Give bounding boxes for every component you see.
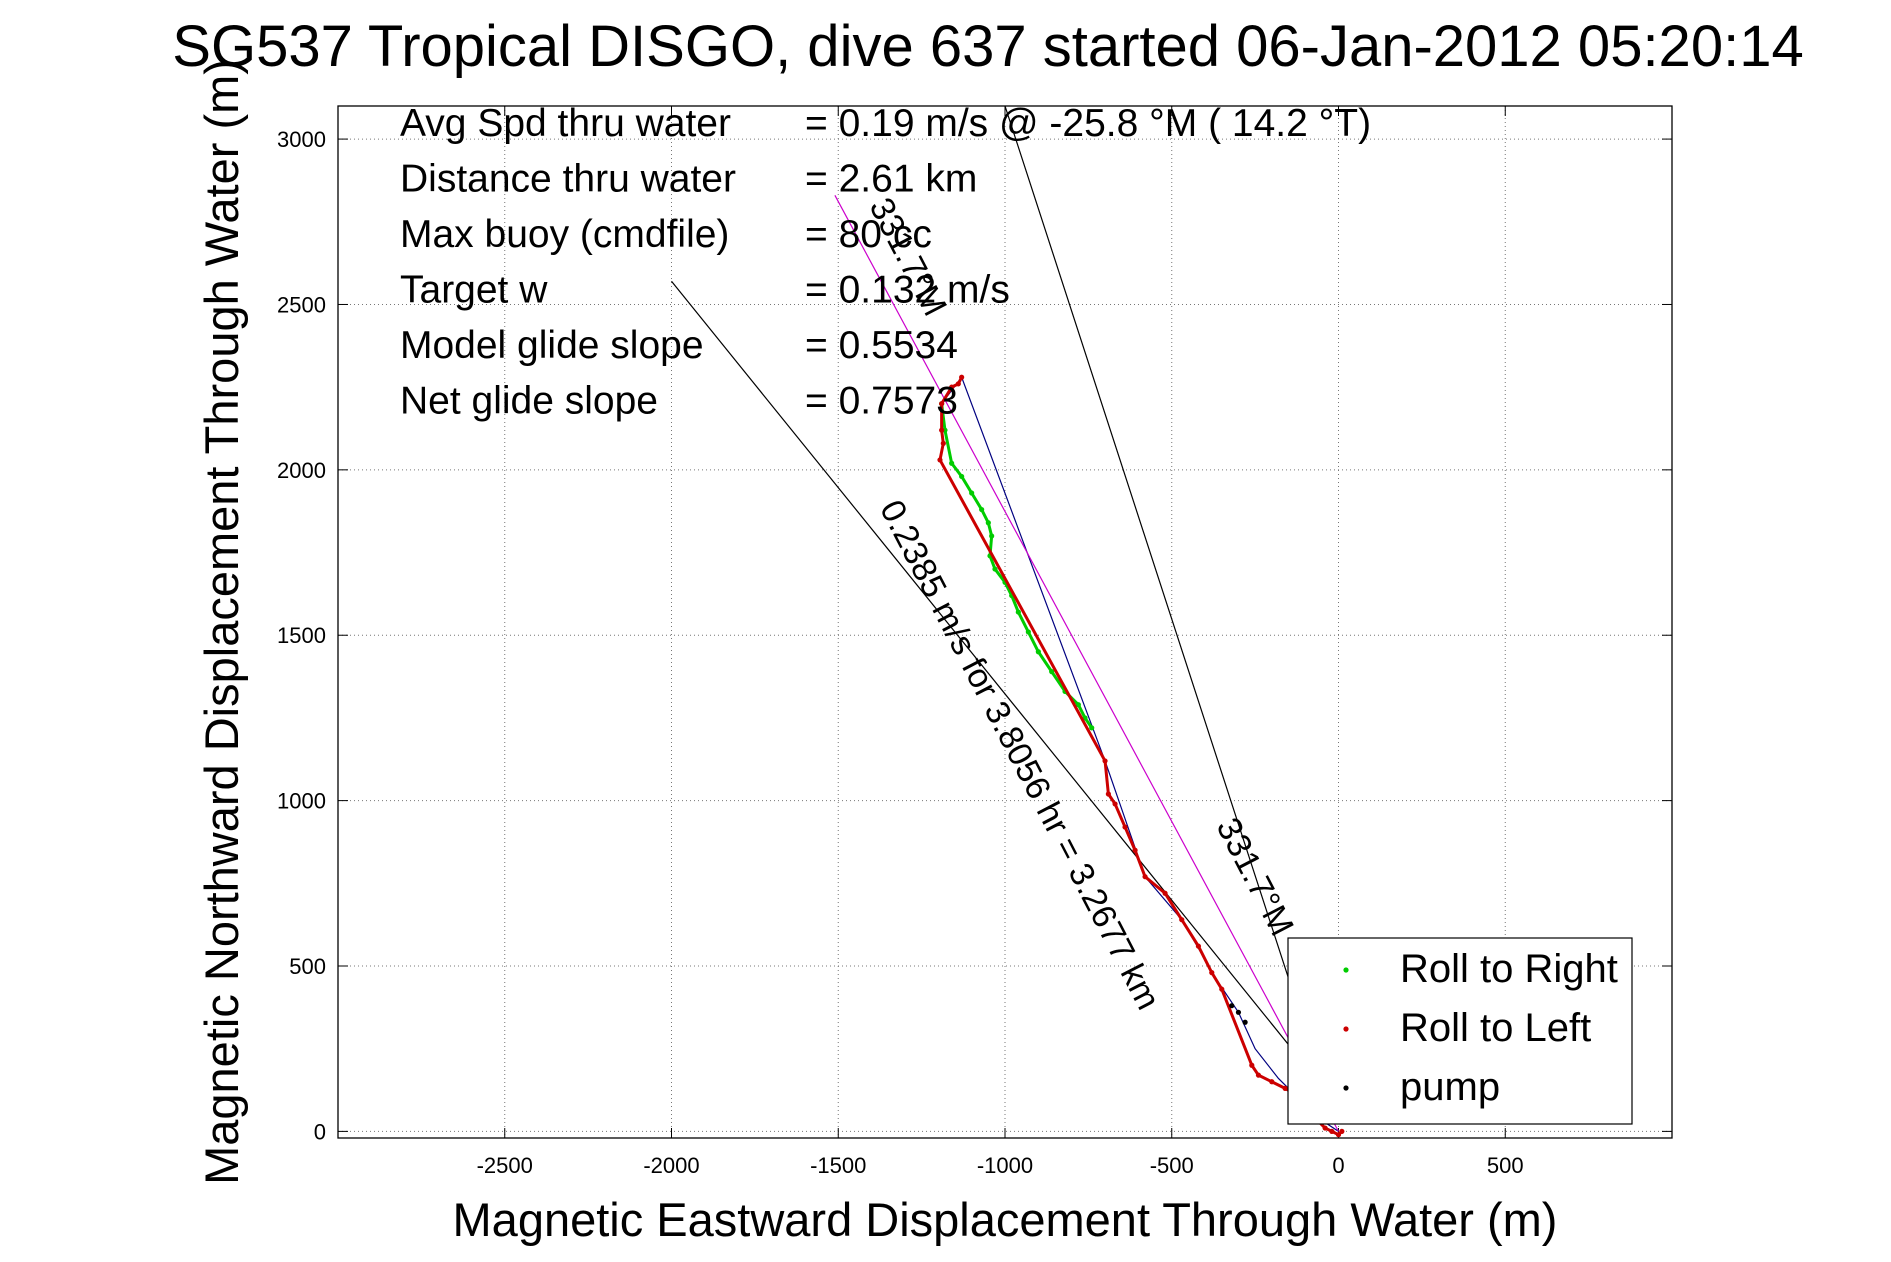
grid-layer: [338, 106, 1672, 1138]
annotation-label: Avg Spd thru water: [400, 102, 731, 145]
y-tick-label: 0: [314, 1119, 326, 1144]
heading-ray-1: [671, 280, 1306, 1066]
roll-to-right-point: [1089, 725, 1095, 731]
pump-point: [1242, 1019, 1248, 1025]
roll-to-right-point: [959, 473, 965, 480]
roll-to-left-point: [1282, 1085, 1288, 1091]
x-tick-label: -2000: [643, 1153, 699, 1178]
x-tick-label: -500: [1150, 1153, 1194, 1178]
y-tick-label: 500: [289, 954, 326, 979]
roll-to-left-point: [1105, 791, 1111, 797]
x-tick-label: -2500: [477, 1153, 533, 1178]
annotation-value: = 2.61 km: [805, 158, 977, 201]
roll-to-left-point: [937, 457, 943, 463]
tick-layer: -2500 -2000 -1500 -1000 -500 0 500 0 500 1000 1500…: [277, 106, 1672, 1178]
legend: Roll to Right Roll to Left pump: [1287, 937, 1633, 1125]
roll-to-right-point: [1035, 649, 1041, 655]
pump-point: [1229, 1003, 1235, 1009]
x-tick-label: -1500: [810, 1153, 866, 1178]
roll-to-right-point: [992, 566, 998, 572]
roll-to-left-point: [1255, 1072, 1262, 1078]
x-tick-label: 0: [1332, 1153, 1344, 1178]
annotation-value: = 80 cc: [805, 213, 932, 256]
roll-to-left-point: [1179, 917, 1185, 923]
annotation-label: Distance thru water: [400, 158, 736, 201]
roll-to-right-point: [1049, 669, 1055, 675]
legend-label-pump: pump: [1400, 1065, 1500, 1109]
legend-label-roll-to-right: Roll to Right: [1400, 947, 1618, 991]
trajectory-label: 331.7°M: [1209, 812, 1301, 942]
roll-to-left-point: [1112, 801, 1118, 807]
target-heading-line: [834, 195, 1340, 1132]
points-layer: [937, 374, 1345, 1138]
roll-to-right-point: [1025, 629, 1031, 635]
roll-to-right-point: [1015, 609, 1021, 615]
y-axis-label: Magnetic Northward Displacement Through …: [195, 59, 248, 1185]
roll-to-left-point: [1132, 847, 1138, 853]
pump-point: [1235, 1009, 1242, 1015]
roll-to-right-track: [940, 403, 1093, 729]
annotation-label: Max buoy (cmdfile): [400, 213, 729, 256]
y-tick-label: 2500: [277, 292, 326, 317]
roll-to-left-point: [949, 384, 955, 390]
roll-to-right-point: [985, 520, 991, 526]
x-axis-label: Magnetic Eastward Displacement Through W…: [453, 1193, 1558, 1246]
roll-to-left-point: [1142, 874, 1148, 880]
roll-to-left-point: [1269, 1079, 1275, 1085]
roll-to-left-point: [1335, 1132, 1342, 1138]
roll-to-left-point: [1339, 1128, 1345, 1134]
roll-to-left-point: [1102, 758, 1108, 764]
annotation-value: = 0.5534: [805, 324, 958, 367]
roll-to-left-point: [1219, 986, 1225, 992]
legend-marker-roll-to-right: [1343, 967, 1349, 973]
roll-to-left-point: [939, 427, 945, 433]
roll-to-left-point: [959, 374, 965, 380]
annotation-value: = 0.19 m/s @ -25.8 °M ( 14.2 °T): [805, 102, 1371, 145]
heading-ray-2: [1004, 106, 1333, 1112]
x-tick-label: 500: [1487, 1153, 1524, 1178]
annotation-label: Net glide slope: [400, 380, 658, 423]
annotation-value: = 0.7573: [805, 380, 958, 423]
chart-title: SG537 Tropical DISGO, dive 637 started 0…: [172, 14, 1803, 79]
annotation-label: Model glide slope: [400, 324, 704, 367]
roll-to-left-point: [1249, 1062, 1255, 1068]
y-tick-label: 3000: [277, 127, 326, 152]
legend-label-roll-to-left: Roll to Left: [1400, 1006, 1591, 1050]
y-tick-label: 1000: [277, 789, 326, 814]
roll-to-left-point: [1329, 1128, 1335, 1134]
roll-to-left-point: [1209, 970, 1215, 976]
annotation-block: Avg Spd thru water = 0.19 m/s @ -25.8 °M …: [400, 102, 1371, 423]
roll-to-left-point: [1122, 824, 1128, 830]
annotation-label: Target w: [400, 269, 548, 312]
roll-to-left-point: [1195, 943, 1202, 949]
y-tick-label: 1500: [277, 623, 326, 648]
roll-to-left-point: [940, 440, 946, 446]
roll-to-right-point: [949, 460, 955, 466]
legend-marker-roll-to-left: [1343, 1026, 1349, 1032]
roll-to-right-point: [989, 533, 995, 539]
roll-to-right-point: [1075, 702, 1081, 708]
trajectory-label-layer: 0.2385 m/s for 3.8056 hr = 3.2677 km 331.…: [862, 192, 1301, 1016]
roll-to-left-point: [955, 381, 961, 387]
x-tick-label: -1000: [977, 1153, 1033, 1178]
y-tick-label: 2000: [277, 458, 326, 483]
trajectory-label: 0.2385 m/s for 3.8056 hr = 3.2677 km: [872, 494, 1167, 1016]
roll-to-left-point: [1162, 890, 1168, 896]
roll-to-right-point: [979, 506, 985, 513]
roll-to-left-point: [1322, 1125, 1328, 1131]
annotation-value: = 0.132 m/s: [805, 269, 1010, 312]
roll-to-left-point: [939, 401, 945, 407]
roll-to-right-point: [969, 490, 975, 496]
legend-items: Roll to Right Roll to Left pump: [1343, 947, 1618, 1109]
legend-marker-pump: [1343, 1085, 1349, 1091]
